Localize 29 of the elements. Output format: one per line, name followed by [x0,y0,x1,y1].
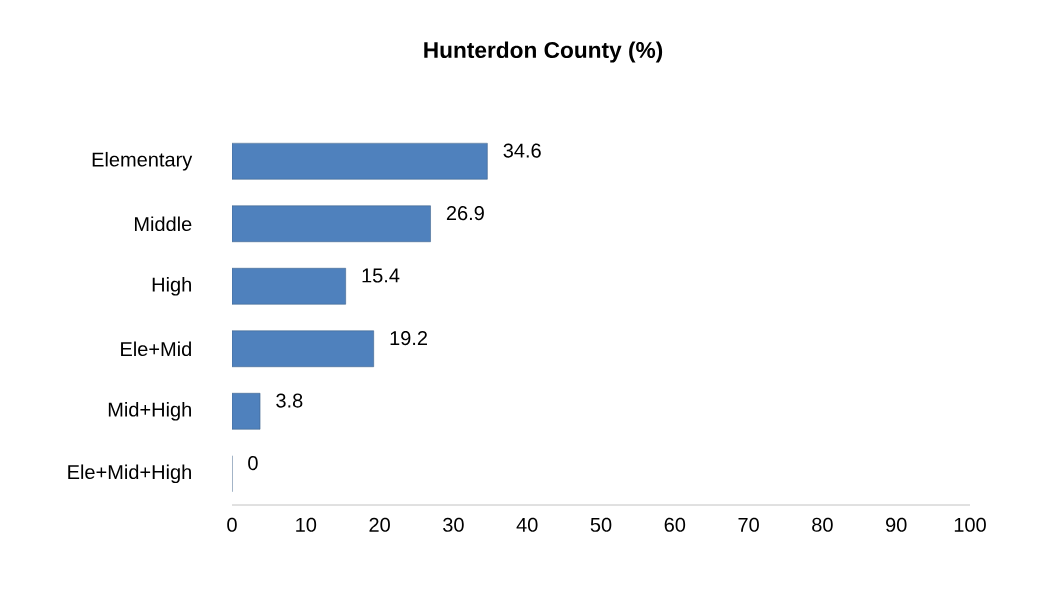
x-tick-label: 20 [369,517,390,532]
data-label: 3.8 [276,393,303,408]
x-tick-label: 10 [296,517,317,532]
data-label: 26.9 [446,206,484,221]
x-tick-label: 100 [954,517,986,532]
x-tick-label: 30 [443,517,464,532]
bar [232,392,261,430]
data-label: 15.4 [362,268,400,283]
x-tick-label: 80 [812,517,833,532]
y-tick-label: Mid+High [108,401,191,421]
x-tick-label: 70 [738,517,759,532]
x-tick-label: 40 [516,517,538,532]
data-label: 0 [248,456,258,471]
x-tick-label: 50 [590,517,612,532]
bar [232,330,374,368]
chart-title: Hunterdon County (%) [424,41,663,63]
x-tick-label: 60 [664,517,686,532]
bar [232,267,346,305]
x-tick-label: 0 [227,517,237,532]
y-tick-label: Middle [134,216,192,232]
data-label: 19.2 [390,331,427,346]
x-tick-label: 90 [886,517,907,532]
y-tick-label: High [152,276,191,296]
bar [232,142,488,180]
y-tick-label: Ele+Mid [121,341,191,357]
bar [232,205,431,243]
y-tick-label: Ele+Mid+High [68,464,191,484]
data-label: 34.6 [503,143,541,158]
y-tick-label: Elementary [92,151,193,171]
